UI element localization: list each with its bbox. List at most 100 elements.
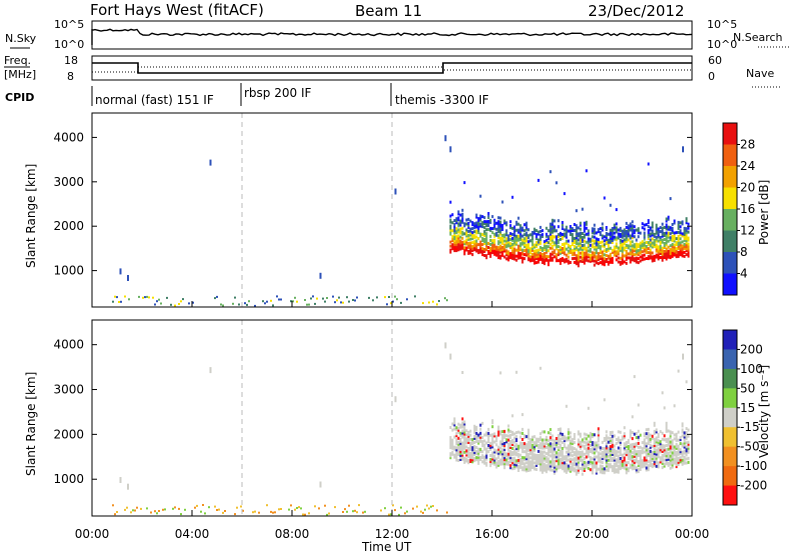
- data-cell: [527, 440, 530, 444]
- data-cell: [449, 248, 452, 252]
- data-cell: [483, 459, 486, 463]
- data-cell: [525, 247, 528, 251]
- data-cell: [553, 455, 556, 459]
- data-cell: [489, 443, 492, 447]
- data-cell: [294, 508, 296, 511]
- data-cell: [579, 233, 582, 237]
- data-cell: [533, 257, 536, 261]
- data-cell: [485, 242, 488, 246]
- data-cell: [657, 251, 660, 255]
- data-cell: [677, 444, 680, 448]
- data-cell: [537, 240, 540, 244]
- data-cell: [451, 444, 454, 448]
- data-cell: [497, 242, 500, 246]
- data-cell: [515, 240, 518, 244]
- data-cell: [669, 460, 672, 464]
- data-cell: [545, 256, 548, 260]
- data-cell: [655, 458, 658, 462]
- data-cell: [551, 256, 554, 260]
- data-cell: [611, 434, 614, 438]
- data-cell: [553, 243, 556, 247]
- data-cell: [497, 240, 500, 244]
- data-cell: [615, 230, 618, 234]
- data-cell: [577, 430, 580, 434]
- data-cell: [561, 447, 564, 450]
- data-cell: [483, 250, 486, 253]
- data-cell: [559, 459, 562, 463]
- data-cell: [613, 454, 616, 458]
- data-cell: [549, 442, 552, 446]
- data-cell: [455, 241, 458, 245]
- data-cell: [683, 451, 686, 455]
- data-cell: [477, 453, 480, 457]
- data-cell: [675, 451, 678, 454]
- data-cell: [633, 448, 636, 452]
- data-cell: [685, 247, 688, 251]
- data-cell: [677, 226, 680, 230]
- data-cell: [547, 465, 550, 469]
- data-cell: [517, 250, 520, 254]
- data-cell: [587, 454, 590, 458]
- data-cell: [551, 238, 554, 242]
- data-cell: [477, 219, 480, 223]
- data-cell: [603, 239, 606, 243]
- data-cell: [607, 450, 610, 454]
- data-cell: [457, 446, 460, 450]
- data-cell: [547, 463, 550, 467]
- data-cell: [661, 240, 664, 244]
- data-cell: [539, 438, 542, 442]
- data-cell: [551, 444, 554, 448]
- data-cell: [679, 229, 682, 233]
- data-cell: [565, 464, 568, 468]
- data-cell: [573, 463, 576, 467]
- data-cell: [645, 245, 648, 248]
- data-cell: [463, 436, 466, 440]
- data-cell: [479, 244, 482, 248]
- data-cell: [553, 219, 556, 223]
- data-cell: [491, 241, 494, 245]
- data-cell: [617, 246, 620, 250]
- data-cell: [635, 246, 638, 250]
- data-cell: [615, 228, 618, 232]
- data-cell: [631, 443, 634, 447]
- data-cell: [503, 454, 506, 458]
- data-cell: [314, 302, 316, 305]
- data-cell: [625, 251, 628, 255]
- data-cell: [649, 228, 652, 232]
- data-cell: [547, 467, 550, 471]
- data-cell: [609, 441, 612, 444]
- data-cell: [563, 228, 566, 232]
- data-cell: [563, 252, 566, 256]
- data-cell: [493, 222, 496, 226]
- data-cell: [543, 458, 546, 462]
- data-cell: [661, 450, 664, 453]
- data-cell: [675, 434, 678, 438]
- data-cell: [665, 452, 668, 456]
- data-cell: [485, 244, 488, 248]
- data-cell: [639, 251, 642, 255]
- data-cell: [449, 218, 452, 222]
- data-cell: [673, 219, 676, 223]
- data-cell: [639, 455, 642, 459]
- data-cell: [541, 249, 544, 252]
- data-cell: [607, 468, 610, 472]
- data-cell: [499, 460, 502, 464]
- data-cell: [473, 426, 476, 430]
- data-cell: [505, 249, 508, 253]
- data-cell: [525, 457, 528, 461]
- data-cell: [679, 237, 682, 241]
- data-cell: [390, 302, 392, 305]
- data-cell: [453, 419, 456, 423]
- data-cell: [511, 451, 514, 455]
- data-cell: [449, 452, 452, 456]
- data-cell: [503, 235, 506, 239]
- data-cell: [517, 254, 520, 258]
- data-cell: [593, 443, 596, 447]
- data-cell: [631, 240, 634, 244]
- data-cell: [625, 221, 628, 225]
- data-cell: [559, 461, 562, 465]
- data-cell: [523, 436, 526, 440]
- data-cell: [659, 244, 662, 247]
- data-cell: [641, 441, 644, 445]
- data-cell: [493, 458, 496, 462]
